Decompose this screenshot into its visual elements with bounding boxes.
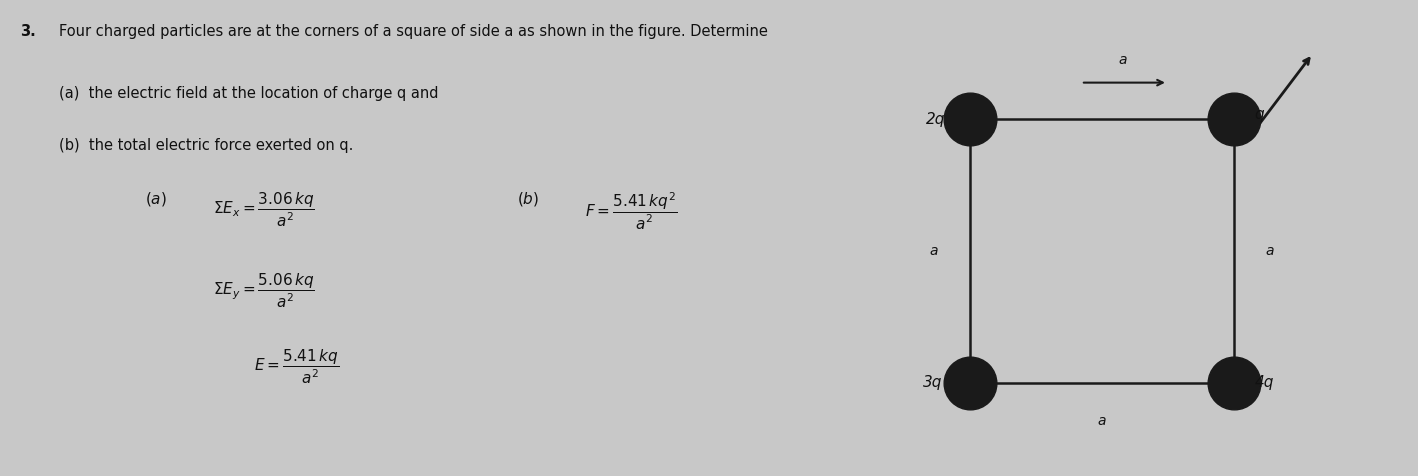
Text: $(a)$: $(a)$ bbox=[145, 190, 167, 208]
Text: q: q bbox=[1255, 107, 1265, 122]
Point bbox=[959, 379, 981, 387]
Text: $\Sigma E_y = \dfrac{5.06\,kq}{a^2}$: $\Sigma E_y = \dfrac{5.06\,kq}{a^2}$ bbox=[213, 271, 315, 310]
Text: $(b)$: $(b)$ bbox=[518, 190, 539, 208]
Point bbox=[1222, 379, 1245, 387]
Text: (a)  the electric field at the location of charge q and: (a) the electric field at the location o… bbox=[60, 86, 438, 101]
Text: Four charged particles are at the corners of a square of side a as shown in the : Four charged particles are at the corner… bbox=[60, 24, 769, 39]
Text: $a$: $a$ bbox=[1098, 415, 1107, 428]
Text: $E = \dfrac{5.41\,kq}{a^2}$: $E = \dfrac{5.41\,kq}{a^2}$ bbox=[254, 347, 339, 386]
Text: 3.: 3. bbox=[20, 24, 35, 39]
Text: $F = \dfrac{5.41\,kq^2}{a^2}$: $F = \dfrac{5.41\,kq^2}{a^2}$ bbox=[586, 190, 678, 232]
Text: (b)  the total electric force exerted on q.: (b) the total electric force exerted on … bbox=[60, 138, 353, 153]
Text: 4q: 4q bbox=[1255, 376, 1275, 390]
Text: $\Sigma E_x = \dfrac{3.06\,kq}{a^2}$: $\Sigma E_x = \dfrac{3.06\,kq}{a^2}$ bbox=[213, 190, 315, 229]
Text: $a$: $a$ bbox=[1119, 53, 1127, 67]
Text: 2q: 2q bbox=[926, 112, 944, 127]
Point bbox=[1222, 116, 1245, 123]
Text: 3q: 3q bbox=[923, 376, 943, 390]
Point bbox=[959, 116, 981, 123]
Text: $a$: $a$ bbox=[1265, 244, 1275, 258]
Text: $a$: $a$ bbox=[929, 244, 939, 258]
